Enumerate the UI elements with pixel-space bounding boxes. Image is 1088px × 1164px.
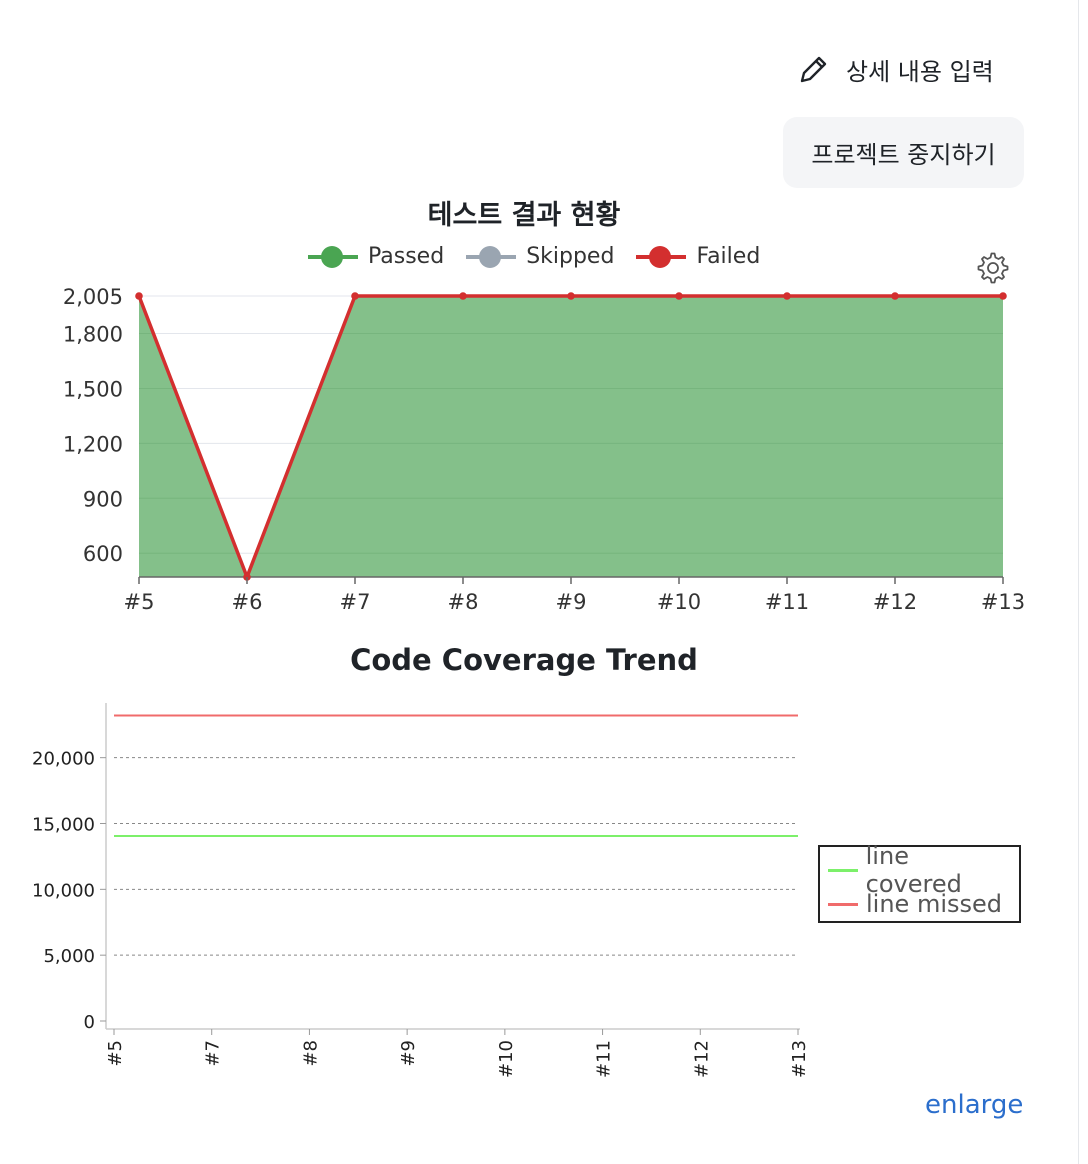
coverage-legend-covered: line covered [828, 842, 1011, 898]
test-chart-title: 테스트 결과 현황 [427, 200, 621, 231]
data-point [675, 292, 683, 300]
y-tick-label: 15,000 [32, 815, 95, 836]
y-tick-label: 0 [84, 1012, 95, 1033]
data-point [891, 292, 899, 300]
data-point [351, 292, 359, 300]
x-tick-label: #7 [203, 1040, 224, 1067]
x-tick-label: #9 [556, 590, 587, 614]
skipped-marker-icon [466, 245, 517, 268]
y-tick-label: 1,800 [63, 323, 123, 347]
data-point [783, 292, 791, 300]
legend-skipped[interactable]: Skipped [466, 244, 614, 269]
test-results-chart: 2,005 1,800 1,500 1,200 900 600#5 #6 #7 #8 #9 #10 #… [63, 285, 1025, 614]
legend-passed-label: Passed [368, 244, 445, 269]
x-tick-label: #11 [765, 590, 809, 614]
covered-swatch [828, 868, 858, 872]
coverage-legend-missed: line missed [828, 887, 1011, 921]
x-tick-label: #10 [657, 590, 701, 614]
gear-icon[interactable] [975, 250, 1011, 286]
missed-swatch [828, 902, 858, 906]
x-tick-label: #5 [124, 590, 155, 614]
x-tick-label: #8 [448, 590, 479, 614]
y-tick-label: 600 [83, 542, 123, 566]
y-tick-label: 10,000 [32, 880, 95, 901]
legend-passed[interactable]: Passed [308, 244, 444, 269]
legend-failed-label: Failed [696, 244, 761, 269]
y-tick-label: 1,200 [63, 432, 123, 456]
passed-marker-icon [308, 245, 358, 268]
x-tick-label: #6 [232, 590, 263, 614]
x-tick-label: #13 [981, 590, 1025, 614]
legend-skipped-label: Skipped [526, 244, 615, 269]
failed-marker-dot [649, 245, 672, 268]
x-tick-label: #10 [496, 1040, 517, 1078]
x-tick-label: #8 [300, 1040, 321, 1067]
data-point [567, 292, 575, 300]
detail-input-label: 상세 내용 입력 [846, 58, 994, 86]
failed-marker-icon [636, 245, 687, 268]
coverage-legend-missed-label: line missed [866, 890, 1002, 918]
stop-project-button[interactable]: 프로젝트 중지하기 [783, 117, 1024, 188]
test-chart-legend: Passed Skipped Failed [308, 244, 760, 269]
x-tick-label: #7 [340, 590, 371, 614]
x-tick-label: #11 [594, 1040, 615, 1078]
y-tick-label: 1,500 [63, 377, 123, 401]
enlarge-link[interactable]: enlarge [925, 1090, 1024, 1120]
skipped-marker-dot [479, 245, 502, 268]
detail-input-button[interactable]: 상세 내용 입력 [796, 52, 994, 87]
coverage-legend: line covered line missed [818, 842, 1021, 923]
coverage-legend-covered-label: line covered [865, 842, 962, 898]
pencil-icon [796, 53, 830, 87]
data-point [459, 292, 467, 300]
y-tick-label: 900 [83, 487, 123, 511]
data-point [999, 292, 1007, 300]
passed-area [139, 296, 1003, 577]
y-tick-label: 20,000 [32, 749, 95, 770]
x-tick-label: #12 [873, 590, 917, 614]
right-border [1078, 0, 1088, 1164]
coverage-chart-title: Code Coverage Trend [350, 643, 698, 677]
data-point [135, 292, 143, 300]
y-tick-label: 2,005 [63, 285, 123, 309]
y-tick-label: 5,000 [43, 946, 95, 967]
x-tick-label: #9 [398, 1040, 419, 1067]
passed-marker-dot [321, 245, 343, 268]
legend-failed[interactable]: Failed [636, 244, 760, 269]
x-tick-label: #13 [789, 1040, 810, 1078]
x-tick-label: #5 [105, 1040, 126, 1067]
x-tick-label: #12 [691, 1040, 712, 1078]
